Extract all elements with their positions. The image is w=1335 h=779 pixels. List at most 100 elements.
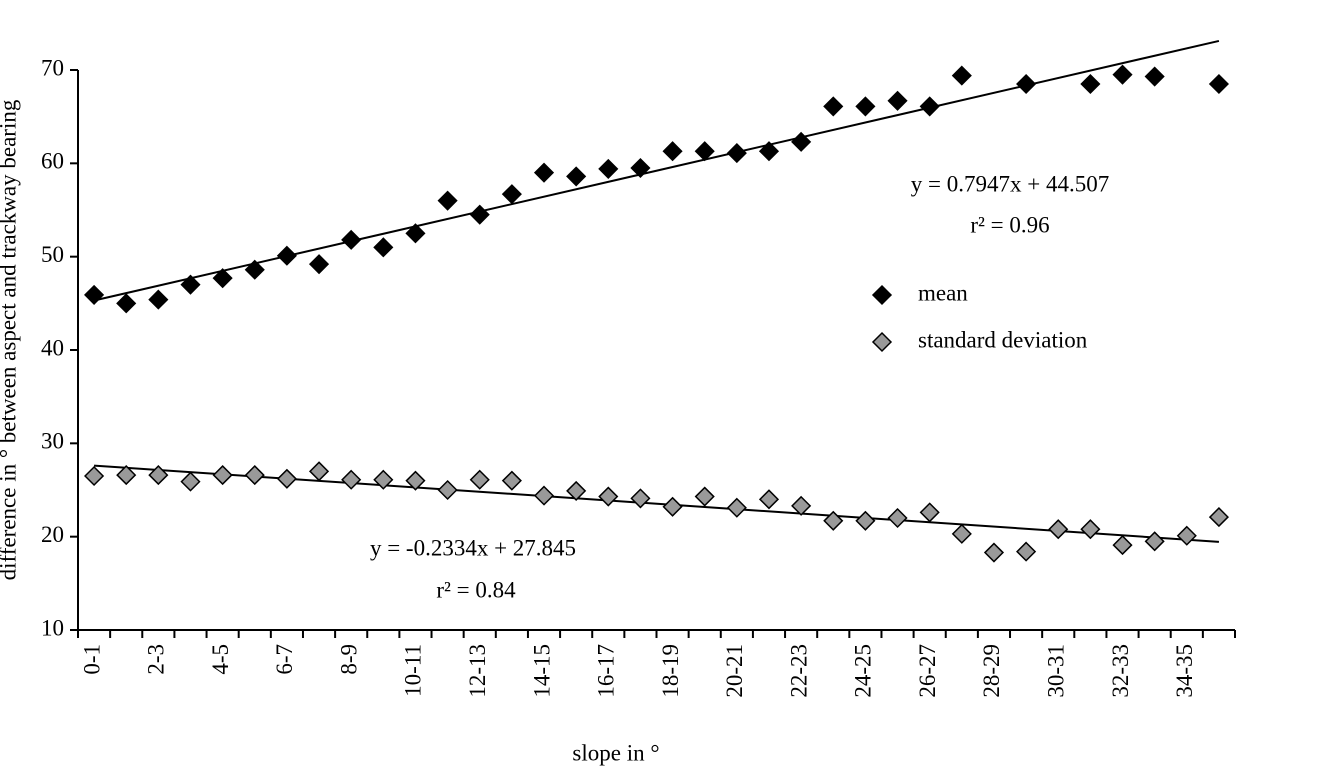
point xyxy=(244,259,265,280)
point xyxy=(758,141,780,162)
point xyxy=(180,274,201,295)
point xyxy=(566,480,587,501)
point xyxy=(726,143,747,164)
point xyxy=(212,268,233,289)
x-tick-label: 0-1 xyxy=(79,644,104,675)
point xyxy=(1144,66,1165,87)
point xyxy=(919,96,940,117)
point xyxy=(148,289,169,310)
point xyxy=(533,162,555,183)
point xyxy=(823,510,844,531)
x-tick-label: 6-7 xyxy=(272,644,297,675)
legend-label: standard deviation xyxy=(918,327,1088,352)
trend-r2: r² = 0.96 xyxy=(970,212,1049,237)
x-tick-label: 8-9 xyxy=(336,644,361,675)
x-tick-label: 32-33 xyxy=(1108,644,1133,698)
point xyxy=(694,141,715,162)
x-tick-label: 4-5 xyxy=(208,644,233,675)
x-tick-label: 2-3 xyxy=(144,644,169,675)
point xyxy=(951,65,972,86)
point xyxy=(308,254,330,275)
y-tick-label: 50 xyxy=(41,242,64,267)
point xyxy=(855,96,876,117)
x-tick-label: 18-19 xyxy=(658,644,683,698)
point xyxy=(1144,531,1165,552)
point xyxy=(919,502,940,523)
point xyxy=(983,542,1005,563)
point xyxy=(469,204,490,225)
trend-r2: r² = 0.84 xyxy=(436,577,516,602)
point xyxy=(1080,73,1101,95)
point xyxy=(501,470,522,491)
point xyxy=(823,96,844,117)
x-tick-label: 28-29 xyxy=(979,644,1004,698)
x-tick-label: 30-31 xyxy=(1044,644,1069,698)
legend-label: mean xyxy=(918,280,968,305)
point xyxy=(887,507,908,529)
point xyxy=(116,293,137,314)
point xyxy=(533,485,555,506)
x-tick-label: 26-27 xyxy=(915,644,940,698)
x-tick-label: 10-11 xyxy=(401,644,426,697)
point xyxy=(598,158,619,179)
point xyxy=(1208,507,1229,528)
point xyxy=(1112,64,1133,85)
point xyxy=(630,157,651,179)
point xyxy=(276,468,297,489)
y-tick-label: 60 xyxy=(41,149,64,174)
x-tick-label: 34-35 xyxy=(1172,644,1197,698)
y-tick-label: 20 xyxy=(41,522,64,547)
legend-marker xyxy=(871,284,893,306)
point xyxy=(598,486,619,507)
point xyxy=(791,131,812,152)
point xyxy=(662,496,683,517)
x-tick-label: 14-15 xyxy=(529,644,554,698)
point xyxy=(244,465,265,486)
y-tick-label: 10 xyxy=(41,615,64,640)
point xyxy=(501,184,522,205)
point xyxy=(1176,525,1197,546)
point xyxy=(405,470,426,491)
x-tick-label: 20-21 xyxy=(722,644,747,698)
point xyxy=(887,90,908,111)
y-tick-label: 70 xyxy=(41,55,64,80)
point xyxy=(437,190,458,211)
point xyxy=(116,465,137,486)
x-axis-label: slope in ° xyxy=(572,740,659,765)
point xyxy=(84,284,105,305)
y-axis-label: difference in ° between aspect and track… xyxy=(0,99,20,580)
point xyxy=(662,141,683,162)
point xyxy=(726,497,747,518)
point xyxy=(951,523,972,544)
x-tick-label: 24-25 xyxy=(851,644,876,698)
trend-equation: y = -0.2334x + 27.845 xyxy=(370,535,576,560)
point xyxy=(694,486,715,507)
x-tick-label: 22-23 xyxy=(786,644,811,698)
point xyxy=(341,469,362,490)
point xyxy=(1016,73,1037,95)
point xyxy=(1048,519,1069,540)
point xyxy=(1080,519,1101,540)
point xyxy=(341,229,362,250)
y-tick-label: 40 xyxy=(41,335,64,360)
x-tick-label: 16-17 xyxy=(594,644,619,698)
point xyxy=(148,465,169,486)
point xyxy=(1016,541,1037,562)
legend-marker xyxy=(871,331,893,353)
point xyxy=(373,237,394,258)
point xyxy=(373,469,394,490)
point xyxy=(566,166,587,187)
point xyxy=(212,465,233,486)
point xyxy=(276,245,297,266)
point xyxy=(84,465,105,487)
point xyxy=(469,469,490,490)
point xyxy=(405,223,426,244)
point xyxy=(1208,73,1229,95)
point xyxy=(758,489,780,510)
point xyxy=(308,461,330,482)
trend-equation: y = 0.7947x + 44.507 xyxy=(911,171,1109,196)
y-tick-label: 30 xyxy=(41,429,64,454)
x-tick-label: 12-13 xyxy=(465,644,490,698)
point xyxy=(437,479,458,501)
